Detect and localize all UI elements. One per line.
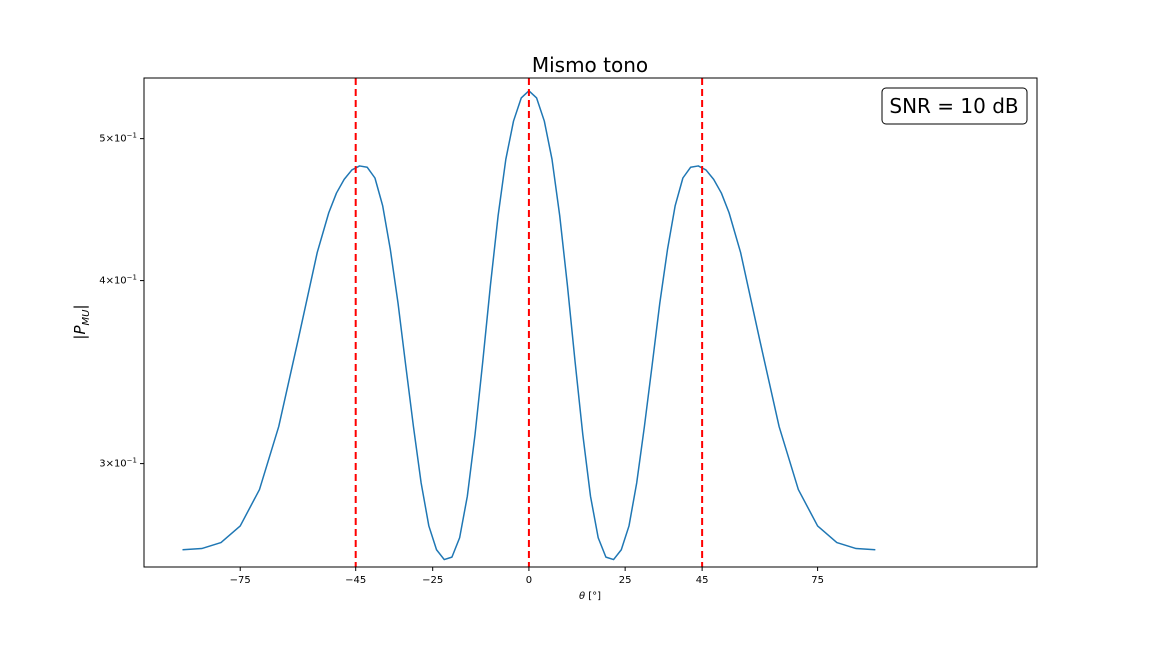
chart-title: Mismo tono xyxy=(532,53,648,77)
annotation-text: SNR = 10 dB xyxy=(889,94,1018,118)
y-tick-label-0: 3×10−1 xyxy=(99,457,137,470)
snr-annotation: SNR = 10 dB xyxy=(881,87,1028,125)
y-axis-ticks: 3×10−1 4×10−1 5×10−1 xyxy=(99,132,144,470)
x-tick-label-4: 25 xyxy=(619,575,632,586)
x-tick-label-5: 45 xyxy=(696,575,709,586)
plot-area xyxy=(143,77,1038,568)
y-tick-label-2: 5×10−1 xyxy=(99,132,137,145)
x-tick-label-3: 0 xyxy=(526,575,532,586)
x-axis-ticks: −75 −45 −25 0 25 45 75 xyxy=(230,567,824,586)
axes-frame xyxy=(143,77,1038,568)
x-tick-label-1: −45 xyxy=(345,575,366,586)
x-tick-label-6: 75 xyxy=(811,575,824,586)
x-tick-label-0: −75 xyxy=(230,575,251,586)
annotation-frame xyxy=(881,87,1028,125)
y-tick-label-1: 4×10−1 xyxy=(99,274,137,287)
y-axis-label: |PMU| xyxy=(71,304,92,339)
x-tick-label-2: −25 xyxy=(422,575,443,586)
x-axis-label: θ [°] xyxy=(579,591,601,602)
